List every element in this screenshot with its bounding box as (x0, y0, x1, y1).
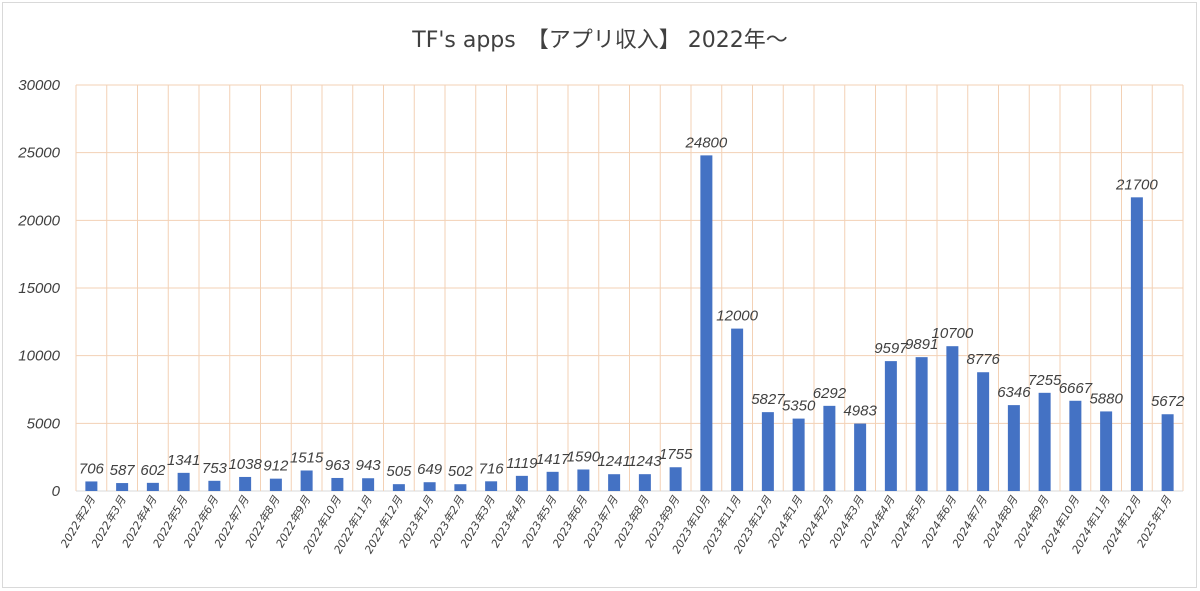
bar (1069, 400, 1082, 491)
data-label: 5880 (1089, 390, 1123, 407)
bar (823, 405, 836, 491)
data-label: 912 (263, 458, 289, 475)
data-label: 5350 (782, 398, 816, 415)
data-label: 9597 (874, 340, 908, 357)
bar (761, 412, 774, 491)
bar (577, 469, 590, 491)
data-label: 6667 (1059, 380, 1093, 397)
bar (638, 474, 651, 491)
data-label: 1417 (536, 451, 570, 468)
data-label: 21700 (1115, 176, 1158, 193)
bar (239, 476, 252, 491)
data-label: 1243 (628, 453, 662, 470)
data-label: 943 (356, 457, 382, 474)
data-label: 24800 (685, 134, 728, 151)
y-tick-label: 30000 (18, 77, 60, 94)
data-label: 649 (417, 461, 443, 478)
data-label: 6346 (997, 384, 1031, 401)
bar (915, 357, 928, 491)
y-tick-label: 20000 (17, 212, 60, 229)
y-tick-label: 0 (52, 483, 61, 500)
bar (946, 346, 959, 491)
chart-title: TF's apps 【アプリ収入】 2022年〜 (412, 28, 788, 53)
bar (269, 478, 282, 491)
data-label: 1341 (167, 452, 200, 469)
bar (669, 467, 682, 491)
bar (485, 481, 498, 491)
bar (731, 328, 744, 491)
data-label: 1038 (228, 456, 262, 473)
data-label: 4983 (843, 403, 877, 420)
data-label: 1119 (506, 455, 538, 472)
bar (1100, 411, 1113, 491)
data-label: 963 (325, 457, 351, 474)
bar (608, 474, 621, 491)
data-label: 505 (386, 463, 412, 480)
bar (1130, 197, 1143, 491)
y-tick-label: 25000 (17, 145, 60, 162)
bar (884, 361, 897, 491)
y-tick-label: 10000 (18, 348, 60, 365)
data-label: 1241 (597, 453, 630, 470)
data-label: 7255 (1028, 372, 1062, 389)
bar (208, 480, 221, 491)
bar (300, 470, 313, 491)
data-label: 753 (202, 460, 228, 477)
data-label: 1755 (659, 446, 693, 463)
data-label: 12000 (716, 308, 758, 325)
data-label: 9891 (905, 336, 938, 353)
bar (85, 481, 98, 491)
bar (700, 155, 713, 491)
data-label: 8776 (966, 351, 1000, 368)
bar (792, 418, 805, 491)
data-label: 5827 (751, 391, 785, 408)
bar (1161, 414, 1174, 491)
data-label: 10700 (932, 325, 974, 342)
bar (515, 475, 528, 491)
data-label: 1515 (290, 449, 324, 466)
bar (1007, 405, 1020, 491)
bar (1038, 392, 1051, 491)
data-label: 706 (79, 460, 105, 477)
data-label: 587 (110, 462, 136, 479)
y-tick-label: 15000 (18, 280, 60, 297)
bar (546, 471, 559, 491)
y-tick-label: 5000 (27, 415, 61, 432)
bar (331, 477, 344, 491)
bar (146, 482, 159, 491)
bar (362, 478, 375, 491)
bar (116, 483, 129, 491)
data-label: 6292 (813, 385, 847, 402)
bar (454, 484, 467, 491)
bar (392, 484, 405, 491)
bar (177, 472, 190, 491)
bar (977, 372, 990, 491)
data-label: 602 (140, 462, 166, 479)
bar (423, 482, 436, 491)
data-label: 716 (479, 460, 505, 477)
data-label: 1590 (567, 448, 601, 465)
bar (854, 423, 867, 491)
data-label: 502 (448, 463, 474, 480)
data-label: 5672 (1151, 393, 1185, 410)
